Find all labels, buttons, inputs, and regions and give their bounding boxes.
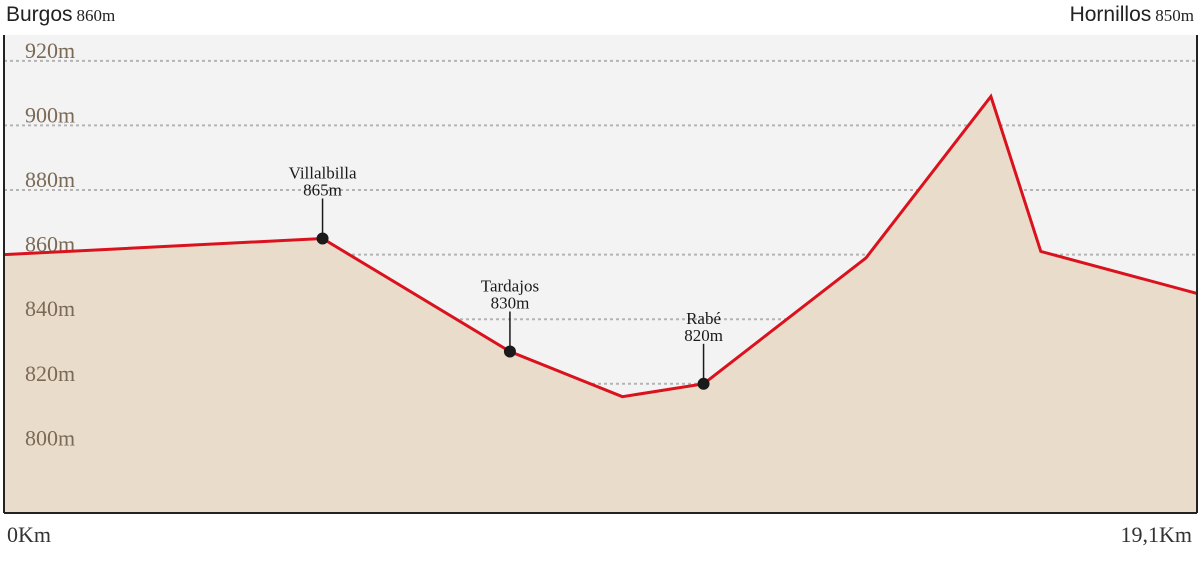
end-town-name: Hornillos (1069, 3, 1152, 26)
waypoint-marker (697, 377, 710, 390)
waypoint-name: Villalbilla (289, 163, 357, 182)
end-town-header: Hornillos 850m (1070, 3, 1194, 27)
waypoint-name: Rabé (686, 309, 721, 328)
waypoint-elevation: 820m (684, 326, 723, 345)
waypoint-marker (503, 345, 516, 358)
x-axis-end-label: 19,1Km (1120, 522, 1193, 547)
x-axis-start-label: 0Km (7, 522, 51, 547)
y-tick-label: 920m (25, 38, 75, 63)
y-tick-label: 880m (25, 167, 75, 192)
plot-frame (3, 35, 1198, 514)
waypoint-name: Tardajos (481, 277, 539, 296)
waypoint-elevation: 865m (303, 180, 342, 199)
y-tick-label: 820m (25, 361, 75, 386)
start-town-header: Burgos 860m (6, 3, 115, 27)
end-town-elevation: 850m (1155, 6, 1194, 25)
y-tick-label: 900m (25, 102, 75, 127)
terrain-area (4, 96, 1197, 514)
waypoint-marker (316, 232, 329, 245)
waypoint-elevation: 830m (491, 294, 530, 313)
start-town-elevation: 860m (76, 6, 116, 25)
y-tick-label: 840m (25, 296, 75, 321)
y-tick-label: 800m (25, 425, 75, 450)
start-town-name: Burgos (6, 3, 73, 26)
